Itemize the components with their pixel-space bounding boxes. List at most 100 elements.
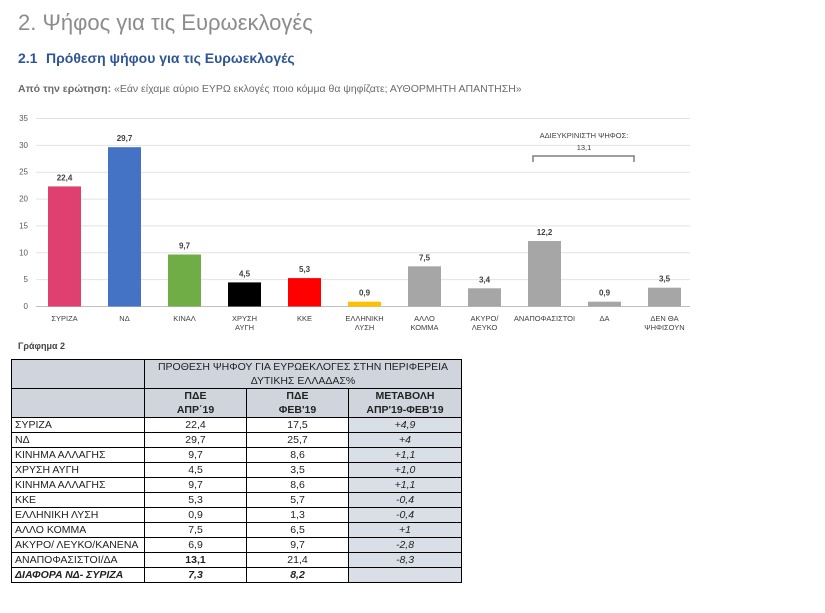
cell-change: -2,8 — [348, 537, 462, 553]
y-tick-label: 10 — [19, 248, 28, 257]
annotation-bracket — [532, 155, 635, 162]
col-header-feb: ΠΔΕ ΦΕΒ'19 — [246, 388, 349, 418]
table-header-row: ΠΔΕ ΑΠΡ΄19 ΠΔΕ ΦΕΒ'19 ΜΕΤΑΒΟΛΗ ΑΠΡ'19-ΦΕ… — [11, 388, 462, 418]
cell-change: +4,9 — [348, 417, 462, 433]
cell-feb: 5,7 — [246, 492, 349, 508]
chart-caption: Γράφημα 2 — [18, 341, 65, 351]
cell-change: -0,4 — [348, 492, 462, 508]
row-label: ΕΛΛΗΝΙΚΗ ΛΥΣΗ — [11, 507, 145, 523]
section-heading: 2.1 Πρόθεση ψήφου για τις Ευρωεκλογές — [18, 50, 295, 66]
col-header-line: ΜΕΤΑΒΟΛΗ — [375, 390, 435, 402]
cell-feb: 1,3 — [246, 507, 349, 523]
cell-change: +1,0 — [348, 462, 462, 478]
cell-feb: 8,6 — [246, 477, 349, 493]
cell-feb: 6,5 — [246, 522, 349, 538]
x-tick-label: ΑΥΓΗ — [235, 323, 254, 332]
data-label: 9,7 — [179, 242, 191, 251]
cell-change: -8,3 — [348, 552, 462, 568]
bar — [528, 241, 561, 307]
diff-apr: 7,3 — [144, 567, 247, 583]
row-label: ΧΡΥΣΗ ΑΥΓΗ — [11, 462, 145, 478]
x-tick-label: ΑΚΥΡΟ/ — [471, 314, 500, 323]
table-title-row: ΠΡΟΘΕΣΗ ΨΗΦΟΥ ΓΙΑ ΕΥΡΩΕΚΛΟΓΕΣ ΣΤΗΝ ΠΕΡΙΦ… — [11, 359, 462, 389]
bar — [468, 288, 501, 307]
data-label: 4,5 — [239, 269, 251, 278]
x-tick-label: ΑΝΑΠΟΦΑΣΙΣΤΟΙ — [514, 314, 575, 323]
x-tick-label: ΧΡΥΣΗ — [232, 314, 257, 323]
row-label: ΑΛΛΟ ΚΟΜΜΑ — [11, 522, 145, 538]
table-row: ΣΥΡΙΖΑ 22,4 17,5 +4,9 — [11, 417, 462, 433]
data-labels: 22,4 29,7 9,7 4,5 5,3 0,9 7,5 3,4 12,2 0… — [57, 134, 671, 298]
table-corner-cell — [11, 388, 145, 418]
x-tick-label: ΔΑ — [599, 314, 609, 323]
table-row: ΚΙΝΗΜΑ ΑΛΛΑΓΗΣ 9,7 8,6 +1,1 — [11, 477, 462, 493]
question-lead: Από την ερώτηση: — [18, 83, 112, 95]
cell-feb: 25,7 — [246, 432, 349, 448]
cell-apr: 4,5 — [144, 462, 247, 478]
cell-apr: 22,4 — [144, 417, 247, 433]
table-title: ΠΡΟΘΕΣΗ ΨΗΦΟΥ ΓΙΑ ΕΥΡΩΕΚΛΟΓΕΣ ΣΤΗΝ ΠΕΡΙΦ… — [144, 359, 462, 389]
chart-grid — [36, 118, 690, 307]
col-header-apr: ΠΔΕ ΑΠΡ΄19 — [144, 388, 247, 418]
x-tick-label: ΛΕΥΚΟ — [472, 323, 498, 332]
data-label: 3,4 — [479, 275, 491, 284]
undecided-annotation: ΑΔΙΕΥΚΡΙΝΙΣΤΗ ΨΗΦΟΣ: 13,1 — [532, 131, 635, 162]
cell-apr: 0,9 — [144, 507, 247, 523]
cell-apr: 5,3 — [144, 492, 247, 508]
x-tick-label: ΚΚΕ — [297, 314, 312, 323]
bar — [408, 266, 441, 307]
bar — [168, 254, 201, 307]
section-title: Πρόθεση ψήφου για τις Ευρωεκλογές — [46, 50, 295, 66]
col-header-line: ΠΔΕ — [286, 390, 309, 402]
cell-apr: 9,7 — [144, 447, 247, 463]
table-row: ΚΙΝΗΜΑ ΑΛΛΑΓΗΣ 9,7 8,6 +1,1 — [11, 447, 462, 463]
vote-intention-chart: 0 5 10 15 20 25 30 35 22,4 29,7 9,7 4,5 … — [19, 114, 690, 332]
table-row: ΑΛΛΟ ΚΟΜΜΑ 7,5 6,5 +1 — [11, 522, 462, 538]
page-heading: 2. Ψήφος για τις Ευρωεκλογές — [18, 10, 313, 35]
bar — [348, 301, 381, 307]
chart-bars — [48, 147, 681, 307]
regional-vote-table: ΠΡΟΘΕΣΗ ΨΗΦΟΥ ΓΙΑ ΕΥΡΩΕΚΛΟΓΕΣ ΣΤΗΝ ΠΕΡΙΦ… — [11, 359, 462, 583]
row-label: ΑΝΑΠΟΦΑΣΙΣΤΟΙ/ΔΑ — [11, 552, 145, 568]
x-tick-label: ΛΥΣΗ — [355, 323, 375, 332]
col-header-line: ΑΠΡ'19-ΦΕΒ'19 — [366, 404, 444, 416]
x-tick-label: ΕΛΛΗΝΙΚΗ — [345, 314, 383, 323]
diff-label: ΔΙΑΦΟΡΑ ΝΔ- ΣΥΡΙΖΑ — [11, 567, 145, 583]
y-tick-label: 0 — [24, 302, 29, 311]
cell-change: +1,1 — [348, 477, 462, 493]
cell-feb: 21,4 — [246, 552, 349, 568]
x-tick-label: ΣΥΡΙΖΑ — [51, 314, 77, 323]
bar — [48, 186, 81, 307]
col-header-change: ΜΕΤΑΒΟΛΗ ΑΠΡ'19-ΦΕΒ'19 — [348, 388, 462, 418]
annotation-value: 13,1 — [577, 143, 592, 152]
col-header-line: ΦΕΒ'19 — [278, 404, 317, 416]
table-row: ΧΡΥΣΗ ΑΥΓΗ 4,5 3,5 +1,0 — [11, 462, 462, 478]
y-tick-label: 20 — [19, 195, 28, 204]
cell-change: +4 — [348, 432, 462, 448]
survey-question: Από την ερώτηση: «Εάν είχαμε αύριο ΕΥΡΩ … — [18, 83, 522, 95]
cell-feb: 17,5 — [246, 417, 349, 433]
bar — [648, 287, 681, 307]
data-label: 3,5 — [659, 275, 671, 284]
data-label: 0,9 — [359, 289, 371, 298]
cell-change: +1 — [348, 522, 462, 538]
section-number: 2.1 — [18, 50, 38, 66]
x-tick-label: ΨΗΦΙΣΟΥΝ — [644, 323, 684, 332]
x-tick-label: ΚΟΜΜΑ — [410, 323, 438, 332]
y-tick-label: 35 — [19, 114, 28, 123]
diff-change — [348, 567, 462, 583]
table-row: ΑΚΥΡΟ/ ΛΕΥΚΟ/ΚΑΝΕΝΑ 6,9 9,7 -2,8 — [11, 537, 462, 553]
row-label: ΚΙΝΗΜΑ ΑΛΛΑΓΗΣ — [11, 447, 145, 463]
cell-feb: 3,5 — [246, 462, 349, 478]
data-label: 7,5 — [419, 253, 431, 262]
row-label: ΝΔ — [11, 432, 145, 448]
table-row: ΚΚΕ 5,3 5,7 -0,4 — [11, 492, 462, 508]
cell-feb: 9,7 — [246, 537, 349, 553]
col-header-line: ΠΔΕ — [184, 390, 207, 402]
col-header-line: ΑΠΡ΄19 — [176, 404, 215, 416]
row-label: ΑΚΥΡΟ/ ΛΕΥΚΟ/ΚΑΝΕΝΑ — [11, 537, 145, 553]
bar — [588, 301, 621, 307]
table-corner-cell — [11, 359, 145, 389]
y-tick-label: 25 — [19, 168, 28, 177]
row-label: ΚΚΕ — [11, 492, 145, 508]
